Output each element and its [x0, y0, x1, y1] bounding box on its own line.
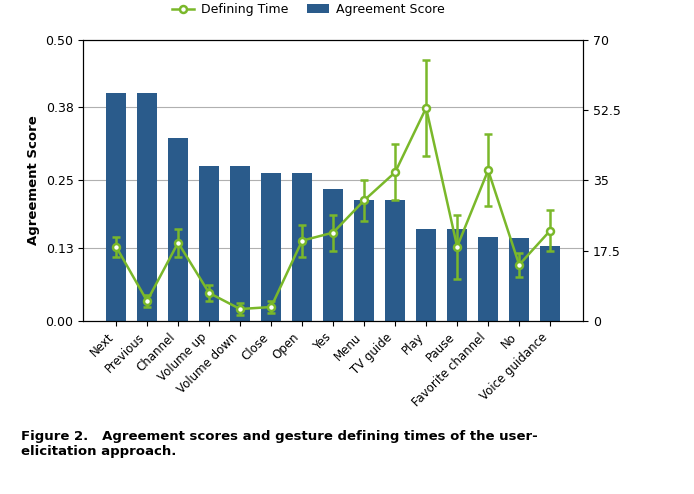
Bar	[261, 173, 281, 321]
Bar	[509, 238, 530, 321]
Bar	[447, 229, 467, 321]
Y-axis label: Agreement Score: Agreement Score	[27, 116, 40, 245]
Bar	[106, 93, 126, 321]
Bar	[540, 246, 560, 321]
Bar	[354, 200, 374, 321]
Bar	[199, 166, 219, 321]
Bar	[416, 229, 437, 321]
Bar	[137, 93, 157, 321]
Bar	[323, 189, 344, 321]
Bar	[385, 200, 405, 321]
Legend: Defining Time, Agreement Score: Defining Time, Agreement Score	[167, 0, 449, 21]
Bar	[168, 138, 188, 321]
Text: Figure 2.   Agreement scores and gesture defining times of the user-
elicitation: Figure 2. Agreement scores and gesture d…	[21, 430, 538, 458]
Bar	[292, 173, 312, 321]
Bar	[230, 166, 250, 321]
Y-axis label: Mean Response Time
(Seconds): Mean Response Time (Seconds)	[690, 101, 694, 259]
Bar	[478, 237, 498, 321]
